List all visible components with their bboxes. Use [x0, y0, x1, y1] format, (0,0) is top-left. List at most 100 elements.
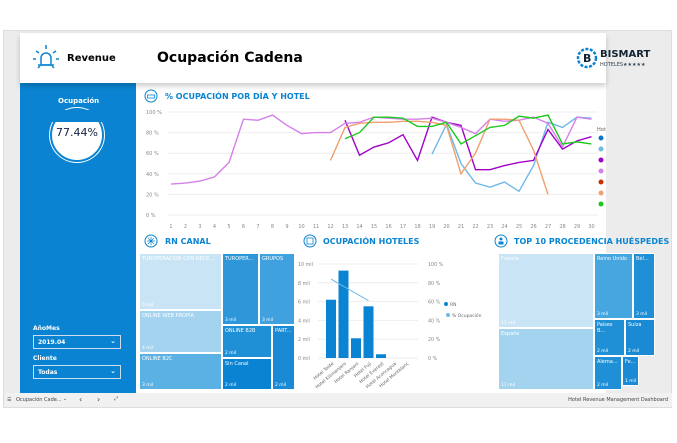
- app-name: Revenue: [67, 53, 116, 64]
- tile-label: TUROPER...: [225, 256, 254, 262]
- cliente-value: Todas: [38, 369, 58, 376]
- series-line-hotel-ranjani: [329, 118, 549, 195]
- tile-value: 3 mil: [597, 312, 609, 317]
- legend-marker: [598, 146, 604, 152]
- x-tick-label: 27: [545, 224, 551, 230]
- tile-label: España: [501, 331, 520, 337]
- treemap-tile[interactable]: TUROPER... 3 mil: [222, 253, 259, 325]
- x-tick-label: 23: [487, 224, 493, 230]
- treemap-tile[interactable]: Alema... 2 mil: [594, 356, 622, 390]
- y-tick-label: 10 mil: [298, 262, 313, 268]
- previous-page-icon[interactable]: ‹: [79, 395, 83, 404]
- treemap-tile[interactable]: Sin Canal 2 mil: [222, 358, 272, 390]
- person-icon: [494, 234, 508, 248]
- tile-label: Francia: [501, 256, 520, 262]
- y-tick-label: 4 mil: [298, 318, 310, 324]
- x-tick-label: 16: [385, 224, 391, 230]
- y-tick-label: 8 mil: [298, 281, 310, 287]
- treemap-tile[interactable]: TUROPERACIÓN CON RECE... 5 mil: [139, 253, 222, 310]
- legend-marker: [598, 135, 604, 141]
- top10-title: TOP 10 PROCEDENCIA HUÉSPEDES: [514, 237, 670, 246]
- x-tick-label: 30: [588, 224, 594, 230]
- x-tick-label: 24: [501, 224, 507, 230]
- x-tick-label: 9: [285, 224, 288, 230]
- tile-value: 11 mil: [501, 383, 516, 388]
- treemap-tile[interactable]: ONLINE B2B 2 mil: [222, 325, 272, 358]
- x-tick-label: 8: [271, 224, 274, 230]
- ocupacion-hoteles-title: OCUPACIÓN HOTELES: [323, 237, 420, 246]
- bar-hotel-everest: [376, 354, 386, 358]
- treemap-tile[interactable]: Reino Unido 3 mil: [594, 253, 633, 319]
- x-tick-label: 10: [298, 224, 304, 230]
- tile-value: 4 mil: [142, 346, 154, 351]
- x-tick-label: 14: [356, 224, 362, 230]
- x-tick-label: 2: [184, 224, 187, 230]
- page-tab[interactable]: Ocupación Cade...: [16, 397, 62, 403]
- y-tick-label: 0 mil: [298, 356, 310, 362]
- next-page-icon[interactable]: ›: [97, 395, 101, 404]
- tile-value: 2 mil: [225, 351, 237, 356]
- y-tick-label: 40 %: [146, 172, 159, 178]
- tile-value: 2 mil: [597, 383, 609, 388]
- chevron-down-icon: ⌄: [110, 367, 116, 375]
- treemap-tile[interactable]: España 11 mil: [498, 328, 594, 390]
- legend-marker: [598, 190, 604, 196]
- expand-icon[interactable]: ⤢: [114, 396, 119, 402]
- bismart-logo-icon: B: [576, 47, 598, 69]
- tile-label: ONLINE B2B: [225, 328, 256, 334]
- treemap-tile[interactable]: Fe... 1 mil: [622, 356, 639, 386]
- treemap-tile[interactable]: PART... 2 mil: [272, 325, 295, 390]
- tile-value: 2 mil: [628, 349, 640, 354]
- x-tick-label: 12: [327, 224, 333, 230]
- x-tick-label: 18: [414, 224, 420, 230]
- tile-label: PART...: [275, 328, 292, 334]
- y2-tick-label: 100 %: [428, 262, 444, 268]
- tile-value: 2 mil: [597, 349, 609, 354]
- tile-value: 3 mil: [225, 318, 237, 323]
- footer-bar: ☰ Ocupación Cade... ⌄ ‹ › ⤢ Hotel Revenu…: [5, 393, 672, 407]
- treemap-tile[interactable]: GRUPOS 3 mil: [259, 253, 295, 325]
- x-tick-label: 4: [213, 224, 216, 230]
- y2-tick-label: 60 %: [428, 300, 441, 306]
- treemap-tile[interactable]: ONLINE WEB PROPIA 4 mil: [139, 310, 222, 353]
- tile-label: Países B...: [597, 322, 613, 334]
- tile-value: 3 mil: [142, 383, 154, 388]
- x-tick-label: 22: [472, 224, 478, 230]
- anomes-value: 2019.04: [38, 339, 66, 346]
- tile-value: 5 mil: [142, 303, 154, 308]
- bar-hotel-teide: [326, 299, 336, 358]
- chevron-down-icon: ⌄: [110, 337, 116, 345]
- legend-marker: [446, 313, 450, 317]
- series-line-hotel-tokio: [344, 114, 592, 145]
- ocupacion-bar-chart: 0 mil 2 mil 4 mil 6 mil 8 mil 10 mil 0 % 20 % 40…: [298, 262, 482, 390]
- tile-label: Reino Unido: [597, 256, 627, 262]
- tile-label: ONLINE B2C: [142, 356, 173, 362]
- x-tick-label: 1: [169, 224, 172, 230]
- tile-value: 1 mil: [625, 379, 637, 384]
- tile-label: Alema...: [597, 359, 618, 365]
- filter-anomes-label: AñoMes: [33, 325, 60, 332]
- anomes-dropdown[interactable]: 2019.04 ⌄: [33, 335, 121, 349]
- menu-icon[interactable]: ☰: [7, 397, 12, 403]
- tile-value: 2 mil: [225, 383, 237, 388]
- treemap-tile[interactable]: Países B... 2 mil: [594, 319, 625, 356]
- tile-value: 3 mil: [262, 318, 274, 323]
- treemap-tile[interactable]: Francia 11 mil: [498, 253, 594, 328]
- svg-text:B: B: [583, 52, 591, 65]
- kpi-value: 77.44%: [56, 126, 98, 139]
- bar-hotel-fuji: [363, 306, 374, 358]
- kpi-label: Ocupación: [58, 97, 100, 105]
- y-tick-label: 2 mil: [298, 337, 310, 343]
- y-tick-label: 60 %: [146, 151, 159, 157]
- treemap-tile[interactable]: Bél... 3 mil: [633, 253, 655, 319]
- occupancy-gauge: 77.44%: [50, 108, 104, 162]
- logo-text: BISMART: [600, 49, 651, 60]
- x-tick-label: 13: [342, 224, 348, 230]
- cliente-dropdown[interactable]: Todas ⌄: [33, 365, 121, 379]
- treemap-tile[interactable]: Suiza 2 mil: [625, 319, 655, 356]
- tile-label: Bél...: [636, 256, 649, 262]
- treemap-tile[interactable]: ONLINE B2C 3 mil: [139, 353, 222, 390]
- y-tick-label: 100 %: [146, 110, 162, 116]
- x-tick-label: 29: [574, 224, 580, 230]
- chevron-down-icon[interactable]: ⌄: [63, 396, 68, 402]
